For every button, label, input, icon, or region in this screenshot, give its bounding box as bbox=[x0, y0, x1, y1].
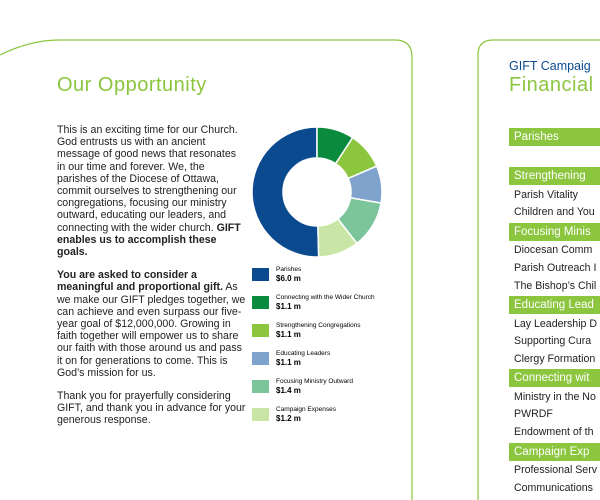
legend-swatch bbox=[252, 324, 269, 337]
table-row: PWRDF bbox=[514, 408, 553, 420]
legend-value: $1.1 m bbox=[276, 358, 301, 367]
donut-segment bbox=[317, 217, 358, 258]
right-subtitle: GIFT Campaig bbox=[509, 59, 591, 73]
right-panel-border bbox=[477, 39, 600, 500]
legend-label: Parishes bbox=[276, 266, 302, 273]
legend-label: Campaign Expenses bbox=[276, 406, 337, 413]
donut-segment bbox=[251, 126, 320, 258]
legend-swatch bbox=[252, 268, 269, 281]
table-row: Professional Serv bbox=[514, 464, 598, 476]
table-row: Diocesan Comm bbox=[514, 244, 593, 256]
legend-value: $1.1 m bbox=[276, 302, 301, 311]
table-row: Endowment of th bbox=[514, 426, 594, 438]
table-row: Parish Outreach I bbox=[514, 262, 597, 274]
legend-value: $1.4 m bbox=[276, 386, 301, 395]
paragraph: This is an exciting time for our Church.… bbox=[57, 124, 247, 258]
legend-swatch bbox=[252, 296, 269, 309]
section-title: Our Opportunity bbox=[57, 74, 207, 96]
text: Thank you for prayerfully considering GI… bbox=[57, 390, 246, 427]
legend-swatch bbox=[252, 380, 269, 393]
table-section-header: Educating Lead bbox=[509, 296, 600, 314]
legend-label: Strengthening Congregations bbox=[276, 322, 361, 329]
left-panel-border bbox=[0, 39, 413, 500]
bold-text: You are asked to consider a meaningful a… bbox=[57, 269, 223, 294]
text: This is an exciting time for our Church.… bbox=[57, 124, 238, 234]
legend-swatch bbox=[252, 408, 269, 421]
table-row: Communications bbox=[514, 482, 593, 494]
legend-label: Focusing Ministry Outward bbox=[276, 378, 353, 385]
table-section-header: Focusing Minis bbox=[509, 223, 600, 241]
legend-label: Educating Leaders bbox=[276, 350, 331, 357]
table-row: Ministry in the No bbox=[514, 391, 596, 403]
table-section-header: Connecting wit bbox=[509, 369, 600, 387]
text: As we make our GIFT pledges together, we… bbox=[57, 281, 246, 379]
table-section-header: Strengthening bbox=[509, 167, 600, 185]
paragraph: Thank you for prayerfully considering GI… bbox=[57, 390, 247, 427]
legend-value: $1.2 m bbox=[276, 414, 301, 423]
table-row: The Bishop’s Chil bbox=[514, 280, 597, 292]
legend-value: $6.0 m bbox=[276, 274, 301, 283]
bold-text: GIFT enables us to accomplish these goal… bbox=[57, 221, 241, 259]
table-row: Parish Vitality bbox=[514, 189, 578, 201]
table-section-header: Parishes bbox=[509, 128, 600, 146]
paragraph: You are asked to consider a meaningful a… bbox=[57, 269, 247, 379]
table-row: Children and You bbox=[514, 206, 595, 218]
right-title: Financial bbox=[509, 74, 594, 96]
legend-swatch bbox=[252, 352, 269, 365]
table-row: Lay Leadership D bbox=[514, 318, 598, 330]
legend-label: Connecting with the Wider Church bbox=[276, 294, 375, 301]
table-row: Clergy Formation bbox=[514, 353, 596, 365]
body-text: This is an exciting time for our Church.… bbox=[57, 124, 247, 438]
table-row: Supporting Cura bbox=[514, 335, 592, 347]
legend-value: $1.1 m bbox=[276, 330, 301, 339]
donut-chart: Parishes$6.0 m Connecting with the Wider … bbox=[251, 126, 383, 423]
table-section-header: Campaign Exp bbox=[509, 443, 600, 461]
